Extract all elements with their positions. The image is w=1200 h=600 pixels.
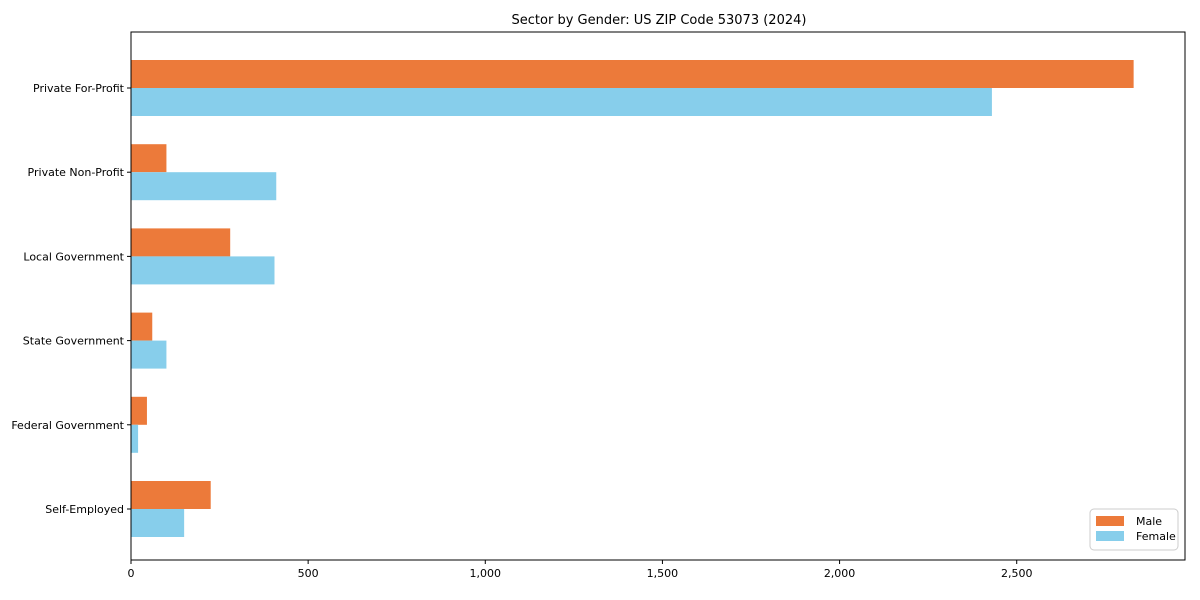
axes-layer: Private For-Profit Private Non-Profit Loca… xyxy=(11,82,1032,580)
bar-male-4 xyxy=(131,396,147,425)
y-tick-label: Private Non-Profit xyxy=(28,166,125,179)
x-tick-label: 2,500 xyxy=(1001,567,1033,580)
bar-female-0 xyxy=(131,88,992,116)
y-tick-label: Private For-Profit xyxy=(33,82,125,95)
bar-male-3 xyxy=(131,312,153,341)
legend: Male Female xyxy=(1089,508,1179,551)
bar-female-1 xyxy=(131,172,277,201)
y-tick-label: Self-Employed xyxy=(45,503,124,516)
bars-layer xyxy=(131,60,1134,537)
bar-female-5 xyxy=(131,509,185,537)
y-tick-label: Local Government xyxy=(23,250,124,263)
bar-female-4 xyxy=(131,424,139,453)
y-tick-label: Federal Government xyxy=(11,419,124,432)
x-tick-label: 1,000 xyxy=(470,567,502,580)
plot-area-border xyxy=(130,31,1186,561)
chart-title: Sector by Gender: US ZIP Code 53073 (202… xyxy=(512,13,807,28)
legend-swatch-male xyxy=(1096,516,1124,526)
x-tick-label: 500 xyxy=(298,567,319,580)
bar-female-3 xyxy=(131,340,167,369)
legend-label-female: Female xyxy=(1136,530,1176,543)
bar-male-0 xyxy=(131,60,1134,88)
bar-male-2 xyxy=(131,228,231,257)
x-tick-label: 2,000 xyxy=(824,567,856,580)
x-tick-label: 1,500 xyxy=(647,567,679,580)
bar-male-1 xyxy=(131,144,167,173)
x-tick-label: 0 xyxy=(128,567,135,580)
legend-label-male: Male xyxy=(1136,515,1162,528)
y-tick-label: State Government xyxy=(23,335,125,348)
legend-swatch-female xyxy=(1096,531,1124,541)
bar-female-2 xyxy=(131,256,275,285)
bar-male-5 xyxy=(131,481,211,509)
